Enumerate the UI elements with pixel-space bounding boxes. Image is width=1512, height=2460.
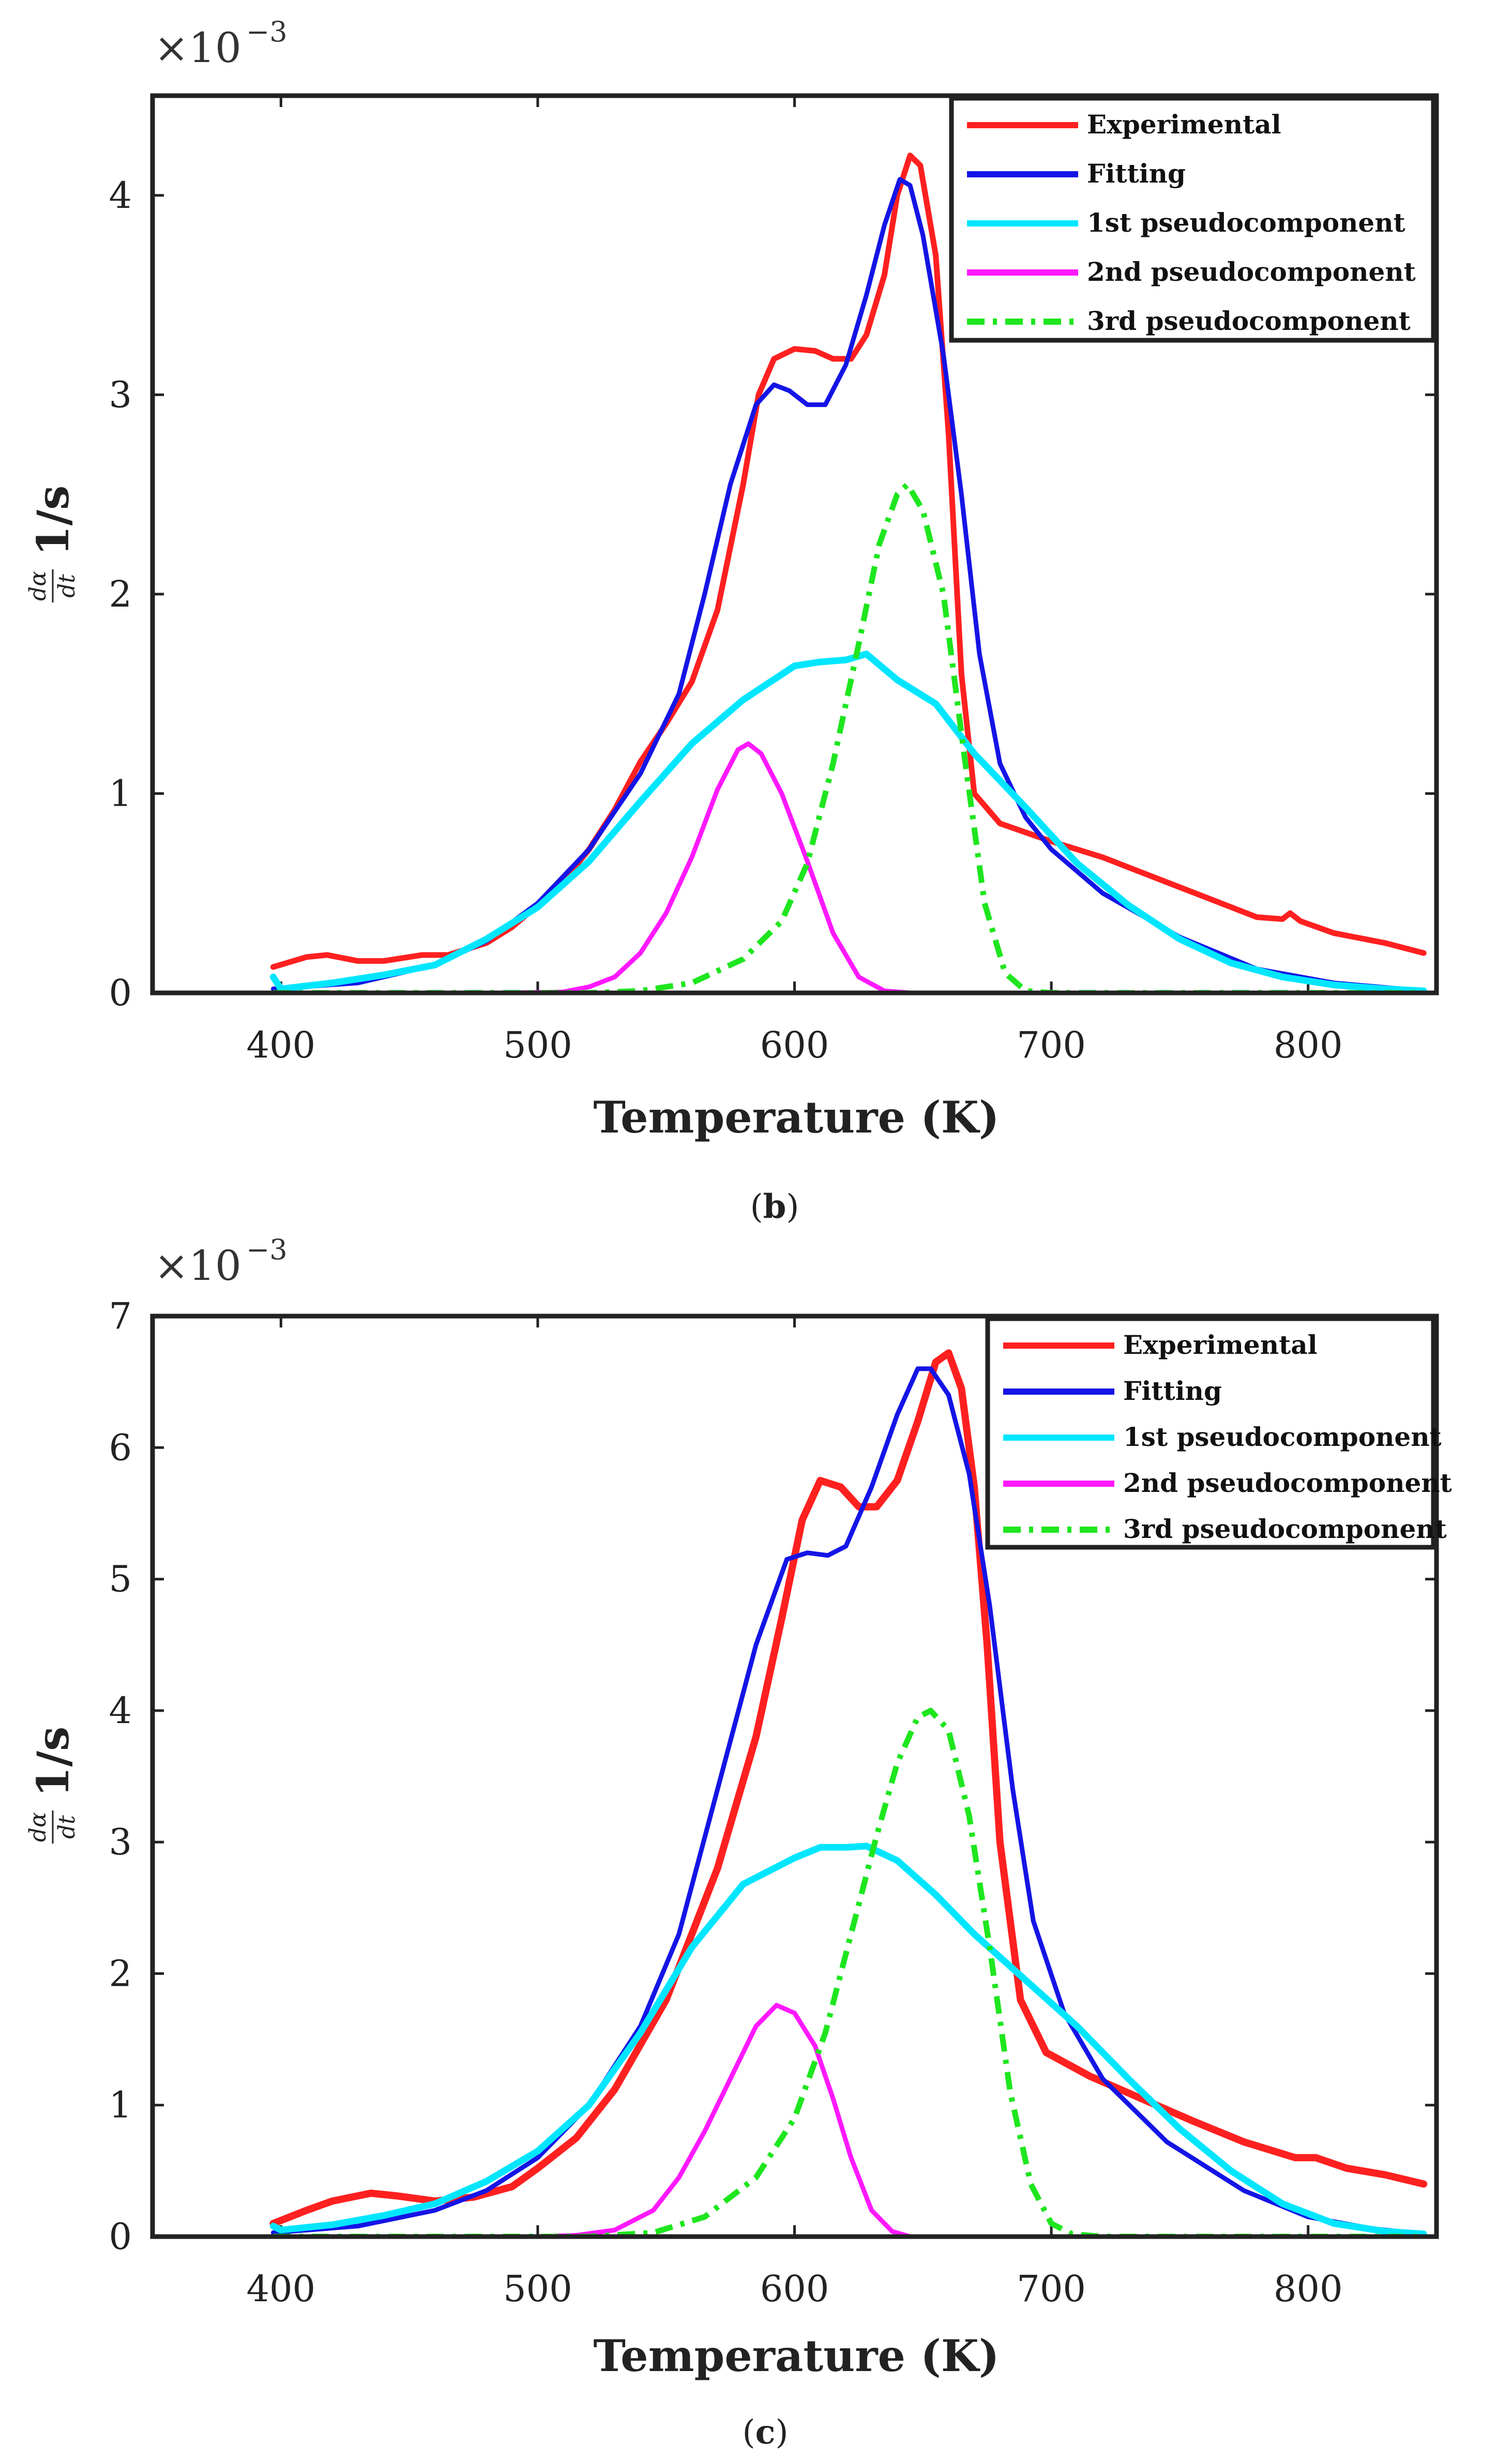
chart-panel-b: dα dt 1/s ×10 −3 400 500 600 700 800 0 1 2 3 4 Exp… bbox=[25, 16, 1439, 1226]
legend-label: Experimental bbox=[1087, 109, 1281, 140]
x-axis-label: Temperature (K) bbox=[593, 2330, 999, 2381]
panel-caption: (b) bbox=[750, 1187, 799, 1226]
y-tick-label: 4 bbox=[109, 174, 132, 217]
legend-label: 3rd pseudocomponent bbox=[1123, 1514, 1447, 1544]
x-tick-label: 700 bbox=[1017, 1024, 1086, 1066]
caption-paren-close: ) bbox=[775, 2413, 788, 2452]
caption-paren-close: ) bbox=[786, 1188, 799, 1226]
legend: Experimental Fitting 1st pseudocomponent 2n… bbox=[985, 1316, 1452, 1550]
y-tick-label: 0 bbox=[109, 2215, 132, 2258]
legend-box bbox=[985, 1316, 1436, 1550]
x-tick-label: 400 bbox=[246, 2268, 315, 2310]
x-axis-label: Temperature (K) bbox=[593, 1092, 999, 1143]
x-tick-label: 500 bbox=[503, 1024, 572, 1066]
y-tick-label: 3 bbox=[109, 1821, 132, 1863]
y-label-frac-denominator: dt bbox=[54, 574, 80, 598]
y-label-frac-numerator: dα bbox=[25, 571, 51, 601]
plot-area: 400 500 600 700 800 0 1 2 3 4 5 6 7 Experimental Fitti… bbox=[109, 1295, 1451, 2310]
series-line-2nd-pseudocomponent bbox=[270, 2003, 1426, 2237]
series-line-fitting bbox=[270, 177, 1426, 993]
multiplier-base: ×10 bbox=[154, 24, 241, 72]
y-axis-label: dα dt 1/s bbox=[25, 1727, 80, 1844]
y-label-unit: 1/s bbox=[27, 1727, 79, 1797]
panel-caption: (c) bbox=[743, 2413, 789, 2452]
multiplier-exponent: −3 bbox=[246, 16, 288, 48]
x-tick-label: 600 bbox=[760, 1024, 829, 1066]
series-group bbox=[269, 153, 1427, 993]
plot-frame-top bbox=[150, 1314, 1439, 2239]
x-tick-label: 400 bbox=[246, 1024, 315, 1066]
legend-box bbox=[949, 96, 1436, 343]
chart-panel-c: dα dt 1/s ×10 −3 400 500 600 700 800 0 1 2 3 4 5 6 7… bbox=[25, 1233, 1452, 2452]
legend-label: 1st pseudocomponent bbox=[1087, 207, 1405, 238]
legend-label: Experimental bbox=[1123, 1330, 1318, 1360]
y-tick-label: 5 bbox=[109, 1558, 132, 1601]
y-tick-label: 0 bbox=[109, 972, 132, 1014]
x-tick-label: 600 bbox=[760, 2268, 829, 2310]
series-line-3rd-pseudocomponent bbox=[273, 481, 1424, 993]
multiplier-exponent: −3 bbox=[246, 1233, 288, 1266]
series-line-3rd-pseudocomponent bbox=[273, 1708, 1424, 2237]
legend: Experimental Fitting 1st pseudocomponent 2n… bbox=[949, 96, 1436, 343]
y-tick-label: 1 bbox=[109, 2084, 132, 2126]
series-line-experimental bbox=[270, 153, 1427, 970]
svg-text:(b): (b) bbox=[750, 1187, 799, 1226]
x-tick-label: 700 bbox=[1017, 2268, 1086, 2310]
axis-multiplier: ×10 −3 bbox=[154, 1233, 288, 1290]
y-label-frac-denominator: dt bbox=[54, 1815, 80, 1839]
caption-paren-open: ( bbox=[743, 2413, 755, 2452]
plot-frame-top bbox=[150, 93, 1439, 995]
legend-label: Fitting bbox=[1123, 1376, 1222, 1406]
legend-label: 3rd pseudocomponent bbox=[1087, 306, 1411, 336]
legend-label: 2nd pseudocomponent bbox=[1123, 1468, 1452, 1498]
series-line-experimental bbox=[269, 1349, 1428, 2227]
legend-label: Fitting bbox=[1087, 158, 1186, 189]
y-tick-label: 2 bbox=[109, 1952, 132, 1995]
axis-multiplier: ×10 −3 bbox=[154, 16, 288, 72]
y-tick-label: 6 bbox=[109, 1426, 132, 1469]
y-tick-label: 4 bbox=[109, 1689, 132, 1732]
plot-area: 400 500 600 700 800 0 1 2 3 4 Experimental Fitting 1… bbox=[109, 93, 1439, 1066]
y-label-frac-numerator: dα bbox=[25, 1812, 51, 1842]
y-tick-label: 1 bbox=[109, 772, 132, 814]
y-tick-label: 3 bbox=[109, 373, 132, 416]
series-group bbox=[269, 1349, 1428, 2237]
x-tick-label: 500 bbox=[503, 2268, 572, 2310]
x-tick-label: 800 bbox=[1274, 2268, 1343, 2310]
series-line-1st-pseudocomponent bbox=[269, 651, 1427, 993]
y-tick-label: 2 bbox=[109, 573, 132, 615]
caption-paren-open: ( bbox=[750, 1188, 763, 1226]
series-line-1st-pseudocomponent bbox=[269, 1843, 1427, 2237]
caption-letter: b bbox=[763, 1187, 787, 1226]
svg-text:(c): (c) bbox=[743, 2413, 789, 2452]
series-line-2nd-pseudocomponent bbox=[270, 741, 1426, 993]
caption-letter: c bbox=[755, 2413, 776, 2452]
y-label-unit: 1/s bbox=[27, 486, 79, 556]
multiplier-base: ×10 bbox=[154, 1242, 241, 1290]
x-tick-label: 800 bbox=[1274, 1024, 1343, 1066]
y-tick-label: 7 bbox=[109, 1295, 132, 1337]
legend-label: 2nd pseudocomponent bbox=[1087, 256, 1416, 287]
y-axis-label: dα dt 1/s bbox=[25, 486, 80, 602]
legend-label: 1st pseudocomponent bbox=[1123, 1422, 1442, 1452]
